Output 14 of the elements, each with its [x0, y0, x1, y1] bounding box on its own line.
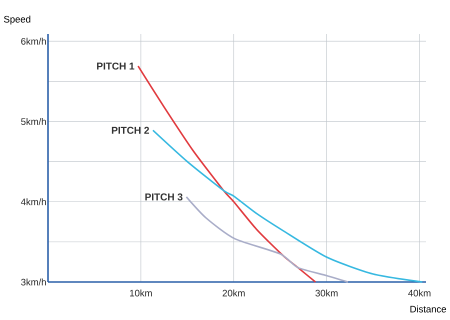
series-label: PITCH 2: [112, 126, 150, 134]
y-tick-label: 3km/h: [21, 278, 46, 286]
y-axis-title: Speed: [4, 16, 30, 24]
series-label: PITCH 1: [97, 62, 134, 70]
line-series: [186, 196, 349, 283]
y-tick-label: 5km/h: [21, 118, 46, 125]
y-tick-label: 6km/h: [21, 38, 46, 45]
x-tick-label: 40km: [408, 290, 430, 296]
x-tick-label: 10km: [130, 290, 152, 296]
x-axis-title: Distance: [410, 306, 446, 312]
y-tick-label: 4km/h: [20, 198, 46, 206]
series-label: PITCH 3: [145, 193, 183, 200]
x-tick-label: 20km: [222, 290, 245, 296]
x-tick-label: 30km: [315, 290, 338, 296]
